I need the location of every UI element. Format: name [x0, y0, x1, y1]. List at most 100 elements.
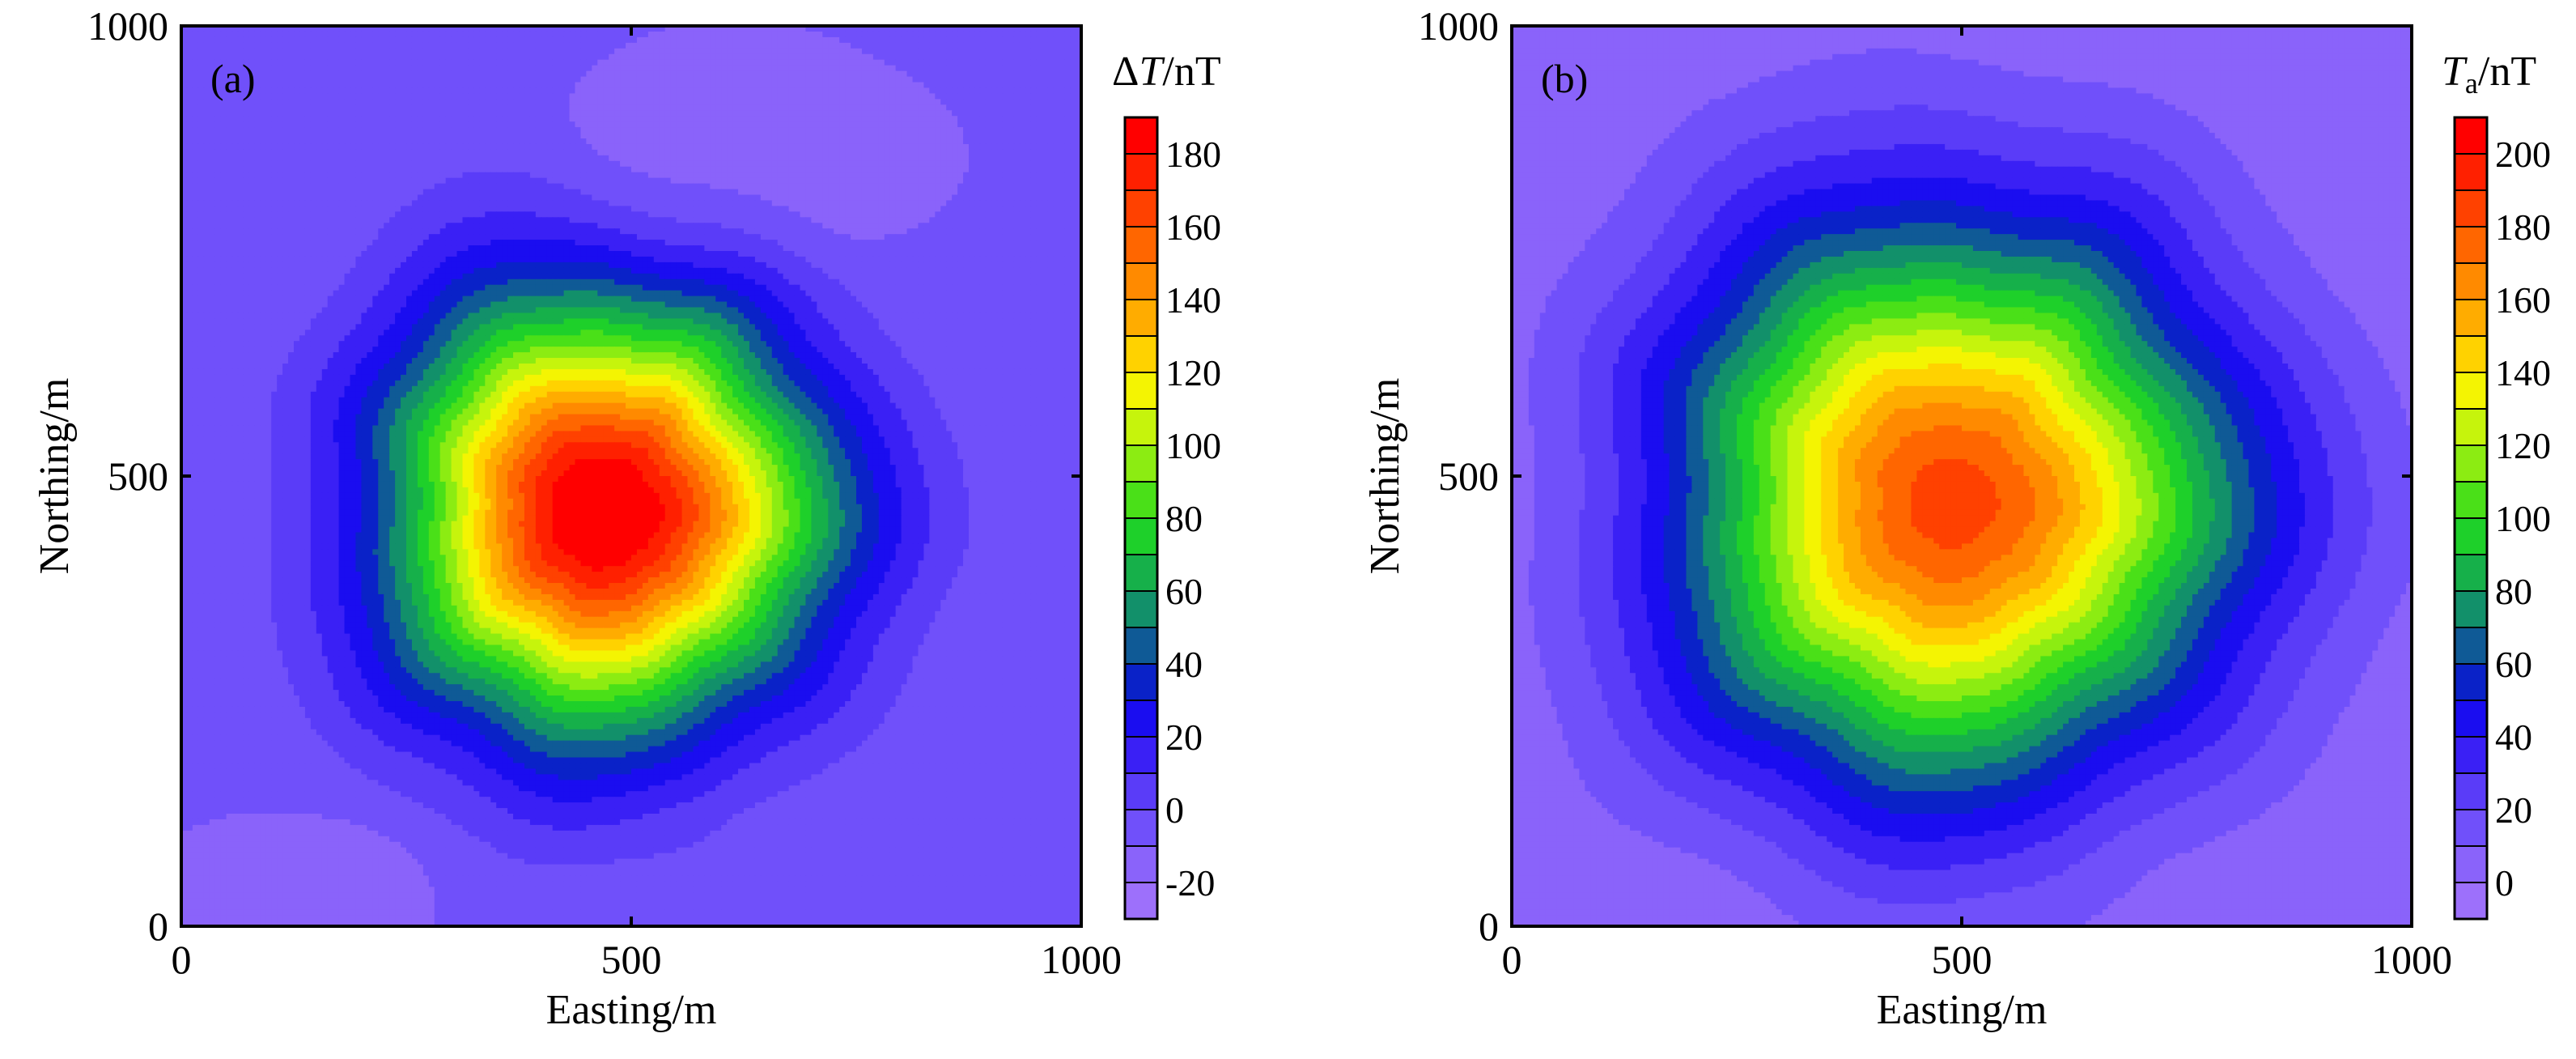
contour-cell [569, 110, 576, 117]
contour-cell [361, 70, 367, 78]
contour-cell [969, 138, 975, 145]
contour-cell [445, 172, 452, 179]
contour-cell [451, 82, 458, 89]
contour-cell [647, 149, 655, 156]
contour-cell [384, 177, 390, 185]
contour-cell [355, 160, 362, 168]
contour-cell [282, 87, 289, 94]
contour-cell [186, 177, 193, 185]
contour-cell [192, 149, 199, 156]
contour-cell [626, 166, 632, 173]
contour-cell [304, 177, 312, 185]
contour-cell [367, 31, 373, 38]
contour-cell [496, 194, 503, 202]
contour-cell [294, 200, 300, 206]
contour-cell [974, 65, 981, 72]
contour-cell [822, 82, 829, 89]
contour-cell [963, 70, 970, 78]
contour-cell [372, 127, 379, 134]
contour-cell [203, 82, 210, 89]
contour-cell [209, 133, 216, 139]
contour-cell [214, 36, 222, 44]
contour-cell [389, 87, 396, 94]
contour-cell [535, 155, 542, 162]
contour-cell [906, 99, 914, 105]
contour-cell [237, 121, 244, 128]
contour-cell [631, 160, 638, 168]
contour-cell [811, 48, 817, 55]
contour-cell [260, 116, 266, 122]
contour-cell [636, 48, 643, 55]
contour-cell [524, 59, 531, 66]
contour-cell [468, 36, 474, 44]
contour-cell [226, 110, 233, 117]
contour-cell [389, 127, 396, 134]
contour-cell [834, 172, 840, 179]
contour-cell [788, 36, 796, 44]
contour-cell [626, 121, 632, 128]
contour-cell [1008, 53, 1015, 61]
contour-cell [817, 121, 823, 128]
contour-cell [647, 138, 655, 145]
contour-cell [828, 87, 834, 94]
contour-cell [1064, 65, 1071, 72]
contour-cell [867, 155, 874, 162]
contour-cell [271, 189, 278, 196]
contour-cell [490, 53, 497, 61]
contour-cell [552, 104, 559, 111]
contour-cell [872, 59, 880, 66]
contour-cell [1013, 149, 1021, 156]
contour-cell [378, 194, 384, 202]
contour-cell [738, 110, 745, 117]
contour-cell [738, 116, 745, 122]
contour-cell [659, 82, 666, 89]
contour-cell [918, 93, 924, 100]
contour-cell [361, 36, 367, 44]
contour-cell [439, 82, 447, 89]
contour-cell [237, 160, 244, 168]
contour-cell [226, 160, 233, 168]
contour-cell [282, 166, 289, 173]
contour-cell [220, 149, 227, 156]
contour-cell [715, 177, 722, 185]
contour-cell [738, 166, 745, 173]
contour-cell [681, 26, 689, 32]
contour-cell [783, 110, 790, 117]
contour-cell [451, 149, 458, 156]
contour-cell [592, 93, 598, 100]
contour-cell [243, 110, 249, 117]
contour-cell [912, 42, 919, 49]
contour-cell [422, 155, 430, 162]
contour-cell [378, 143, 384, 151]
contour-cell [969, 160, 975, 168]
contour-cell [1053, 104, 1059, 111]
contour-cell [676, 138, 683, 145]
contour-cell [704, 177, 711, 185]
contour-cell [861, 87, 868, 94]
contour-cell [496, 183, 503, 190]
contour-cell [197, 155, 205, 162]
contour-cell [1076, 160, 1081, 168]
contour-cell [1036, 87, 1042, 94]
contour-cell [529, 26, 537, 32]
contour-cell [670, 31, 677, 38]
contour-cell [817, 59, 823, 66]
contour-cell [912, 110, 919, 117]
contour-cell [310, 127, 317, 134]
contour-cell [529, 183, 537, 190]
contour-cell [805, 53, 812, 61]
contour-cell [473, 138, 480, 145]
contour-cell [231, 53, 239, 61]
contour-cell [552, 48, 559, 55]
contour-cell [940, 133, 947, 139]
contour-cell [456, 59, 464, 66]
contour-cell [659, 116, 666, 122]
contour-cell [490, 70, 497, 78]
contour-cell [327, 99, 334, 105]
contour-cell [496, 110, 503, 117]
contour-cell [1019, 127, 1026, 134]
contour-cell [519, 155, 525, 162]
contour-cell [884, 65, 891, 72]
contour-cell [333, 99, 340, 105]
contour-cell [783, 65, 790, 72]
